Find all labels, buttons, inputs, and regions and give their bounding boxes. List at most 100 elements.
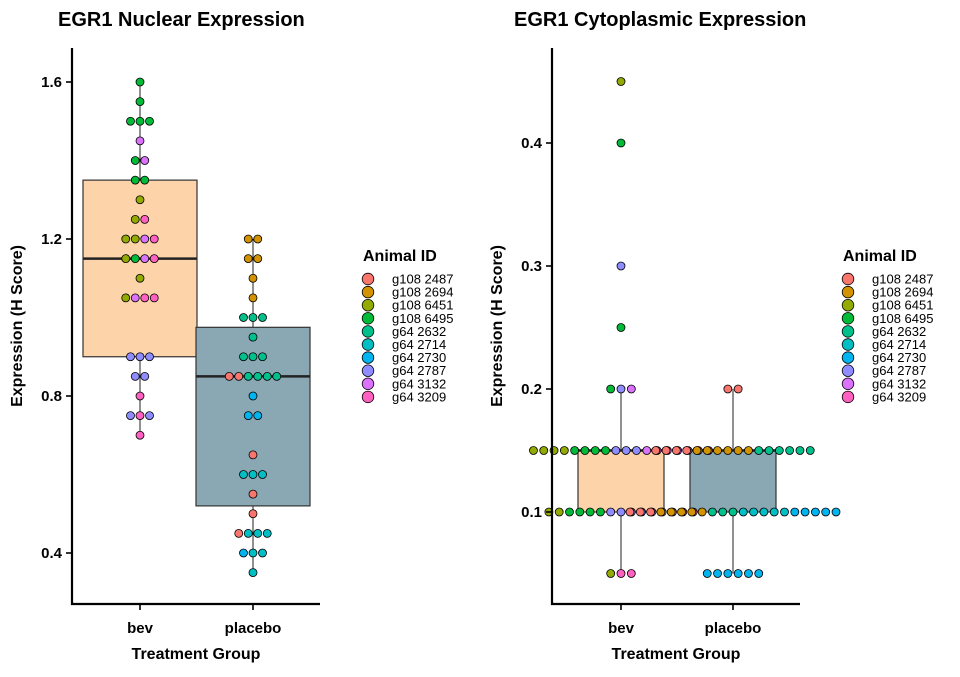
- data-point: [580, 446, 590, 455]
- legend-label: g64 2787: [872, 363, 926, 378]
- data-point: [258, 352, 267, 362]
- data-point: [239, 470, 248, 479]
- data-point: [126, 352, 135, 362]
- data-point: [272, 371, 282, 381]
- x-tick-label: placebo: [705, 620, 762, 637]
- data-point: [145, 411, 154, 421]
- box-placebo: [689, 449, 777, 513]
- data-point: [135, 352, 145, 362]
- data-point: [529, 446, 538, 455]
- data-point: [671, 446, 681, 455]
- data-point: [140, 234, 150, 244]
- data-point: [790, 507, 800, 517]
- data-point: [800, 507, 810, 517]
- legend-label: g108 6451: [392, 298, 453, 313]
- data-point: [744, 446, 753, 455]
- legend-swatch: [361, 272, 375, 286]
- data-point: [248, 293, 258, 303]
- legend-label: g108 2694: [392, 285, 453, 300]
- y-tick-label: 0.4: [41, 545, 63, 562]
- data-point: [248, 450, 258, 460]
- data-point: [130, 214, 140, 224]
- data-point: [234, 371, 244, 381]
- data-point: [831, 507, 841, 517]
- legend-label: g64 3209: [392, 389, 446, 404]
- data-point: [682, 446, 692, 455]
- data-point: [248, 470, 258, 479]
- data-point: [253, 411, 263, 421]
- data-point: [248, 489, 258, 499]
- data-point: [135, 136, 145, 146]
- outlier-point: [616, 323, 626, 332]
- legend-swatch: [361, 390, 375, 404]
- data-point: [811, 507, 820, 517]
- data-point: [606, 569, 616, 578]
- data-point: [248, 391, 258, 401]
- legend-swatch: [841, 272, 855, 286]
- data-point: [780, 507, 789, 517]
- data-point: [656, 507, 666, 517]
- legend-label: g64 3132: [872, 376, 926, 391]
- data-point: [253, 371, 263, 381]
- data-point: [248, 332, 258, 342]
- data-point: [611, 446, 621, 455]
- legend-swatch: [841, 377, 855, 391]
- data-point: [744, 569, 753, 578]
- data-point: [243, 411, 253, 421]
- legend-label: g64 2730: [872, 350, 926, 365]
- data-point: [135, 273, 145, 283]
- data-point: [570, 446, 580, 455]
- data-point: [130, 293, 140, 303]
- data-point: [601, 446, 610, 455]
- data-point: [785, 446, 795, 455]
- legend-swatch: [841, 364, 855, 377]
- legend-swatch: [841, 312, 855, 325]
- y-tick-label: 0.1: [521, 504, 542, 521]
- legend-swatch: [841, 299, 855, 312]
- legend-swatch: [361, 377, 375, 391]
- data-point: [606, 507, 616, 517]
- data-point: [606, 384, 616, 394]
- data-point: [243, 371, 253, 381]
- data-point: [239, 548, 248, 558]
- y-tick-label: 0.8: [41, 388, 62, 405]
- legend-swatch: [841, 285, 855, 299]
- data-point: [616, 507, 626, 517]
- data-point: [126, 411, 135, 421]
- box-bev: [82, 179, 198, 358]
- data-point: [821, 507, 831, 517]
- data-point: [733, 569, 743, 578]
- legend-title: Animal ID: [843, 248, 917, 265]
- data-point: [702, 569, 712, 578]
- cytoplasmic-panel: EGR1 Cytoplasmic Expression 0.1 0.2 0.3 0.4 b…: [489, 9, 933, 663]
- data-point: [140, 156, 150, 165]
- data-point: [733, 384, 743, 394]
- data-point: [749, 507, 758, 517]
- data-point: [687, 507, 697, 517]
- legend-swatch: [361, 325, 375, 338]
- data-point: [258, 313, 267, 322]
- data-point: [126, 116, 135, 126]
- data-point: [575, 507, 585, 517]
- data-point: [805, 446, 815, 455]
- data-point: [239, 313, 248, 322]
- legend-swatch: [841, 325, 855, 338]
- data-point: [239, 352, 248, 362]
- legend-label: g64 2714: [872, 337, 926, 352]
- data-point: [677, 507, 686, 517]
- legend-label: g108 2487: [872, 272, 933, 287]
- data-point: [135, 195, 145, 205]
- data-point: [248, 313, 258, 322]
- data-point: [625, 507, 635, 517]
- x-axis-label: Treatment Group: [132, 646, 261, 663]
- data-point: [723, 446, 733, 455]
- data-point: [661, 446, 671, 455]
- legend-label: g64 2787: [392, 363, 446, 378]
- legend-swatch: [841, 390, 855, 404]
- data-point: [258, 470, 267, 479]
- data-point: [754, 569, 764, 578]
- data-point: [590, 446, 600, 455]
- data-point: [565, 507, 574, 517]
